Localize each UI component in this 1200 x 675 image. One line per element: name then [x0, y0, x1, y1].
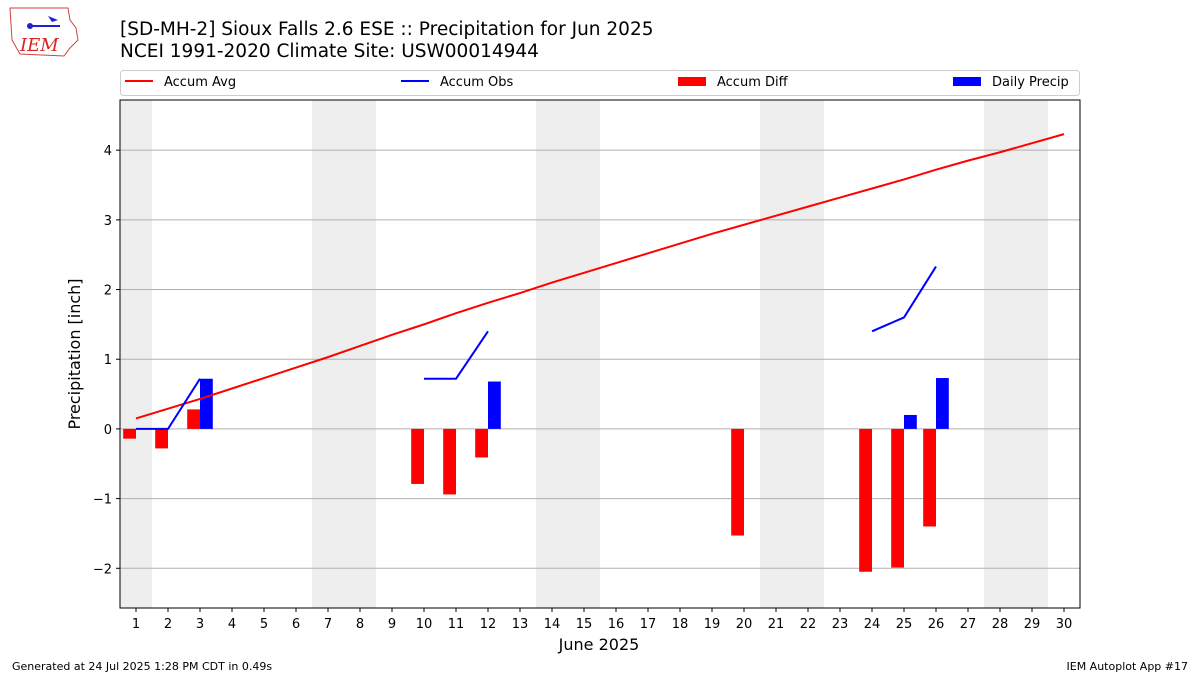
footer-right: IEM Autoplot App #17 — [1067, 660, 1189, 673]
bar — [123, 428, 136, 439]
x-tick-label: 23 — [832, 617, 849, 632]
y-tick-label: −1 — [93, 493, 112, 508]
chart-subtitle: NCEI 1991-2020 Climate Site: USW00014944 — [120, 41, 539, 62]
x-tick-label: 18 — [672, 617, 689, 632]
bar — [891, 428, 904, 568]
bar — [923, 428, 936, 527]
x-tick-label: 28 — [992, 617, 1009, 632]
x-tick-label: 8 — [356, 617, 364, 632]
y-tick-label: 4 — [104, 144, 112, 159]
y-axis-label: Precipitation [inch] — [65, 278, 84, 429]
x-tick-label: 21 — [768, 617, 785, 632]
bar — [936, 378, 949, 429]
x-tick-label: 22 — [800, 617, 817, 632]
weekend-shade — [536, 100, 568, 608]
x-axis-label: June 2025 — [558, 635, 640, 654]
bar — [475, 428, 488, 458]
weekend-shade — [344, 100, 376, 608]
bar — [859, 428, 872, 572]
line — [135, 133, 1065, 420]
legend-label: Accum Diff — [717, 75, 789, 90]
line — [136, 266, 937, 430]
x-tick-label: 7 — [324, 617, 332, 632]
x-tick-label: 4 — [228, 617, 236, 632]
x-tick-label: 27 — [960, 617, 977, 632]
x-tick-label: 26 — [928, 617, 945, 632]
x-tick-label: 11 — [448, 617, 465, 632]
weekend-shade — [792, 100, 824, 608]
bar — [731, 428, 744, 536]
x-tick-label: 15 — [576, 617, 593, 632]
weekend-shade — [760, 100, 792, 608]
weekend-shade — [984, 100, 1016, 608]
logo: IEM — [9, 7, 79, 57]
bar — [904, 414, 917, 429]
x-tick-label: 17 — [640, 617, 657, 632]
x-tick-label: 29 — [1024, 617, 1041, 632]
logo-text: IEM — [19, 35, 59, 56]
y-tick-label: 2 — [104, 284, 112, 299]
x-tick-label: 9 — [388, 617, 396, 632]
plot-frame — [119, 99, 1081, 609]
legend-label: Accum Obs — [440, 75, 513, 90]
bar — [200, 378, 213, 429]
footer-left: Generated at 24 Jul 2025 1:28 PM CDT in … — [12, 660, 272, 673]
x-tick-label: 10 — [416, 617, 433, 632]
x-tick-label: 3 — [196, 617, 204, 632]
x-tick-label: 12 — [480, 617, 497, 632]
y-tick-label: 0 — [104, 423, 112, 438]
x-tick-label: 1 — [132, 617, 140, 632]
legend-label: Daily Precip — [992, 75, 1069, 90]
logo-flag — [48, 16, 58, 22]
x-tick-label: 6 — [292, 617, 300, 632]
y-tick-label: 3 — [104, 214, 112, 229]
legend-box — [120, 70, 1080, 96]
y-tick-label: 1 — [104, 353, 112, 368]
weekend-shade — [568, 100, 600, 608]
legend-swatch — [678, 77, 706, 86]
bar — [443, 428, 456, 495]
x-tick-label: 25 — [896, 617, 913, 632]
x-tick-label: 30 — [1056, 617, 1073, 632]
bar — [155, 428, 168, 449]
x-tick-label: 14 — [544, 617, 561, 632]
x-tick-label: 16 — [608, 617, 625, 632]
legend-swatch — [953, 77, 981, 86]
x-tick-label: 2 — [164, 617, 172, 632]
x-tick-label: 5 — [260, 617, 268, 632]
logo-outline — [9, 7, 79, 57]
x-tick-label: 19 — [704, 617, 721, 632]
logo-dot — [27, 23, 33, 29]
weekend-shade — [120, 100, 152, 608]
bar — [187, 409, 200, 429]
chart-title: [SD-MH-2] Sioux Falls 2.6 ESE :: Precipi… — [120, 19, 653, 40]
y-tick-label: −2 — [93, 562, 112, 577]
bar — [488, 381, 501, 429]
x-tick-label: 24 — [864, 617, 881, 632]
x-tick-label: 20 — [736, 617, 753, 632]
bar — [411, 428, 424, 484]
weekend-shade — [1016, 100, 1048, 608]
legend-label: Accum Avg — [164, 75, 236, 90]
x-tick-label: 13 — [512, 617, 529, 632]
